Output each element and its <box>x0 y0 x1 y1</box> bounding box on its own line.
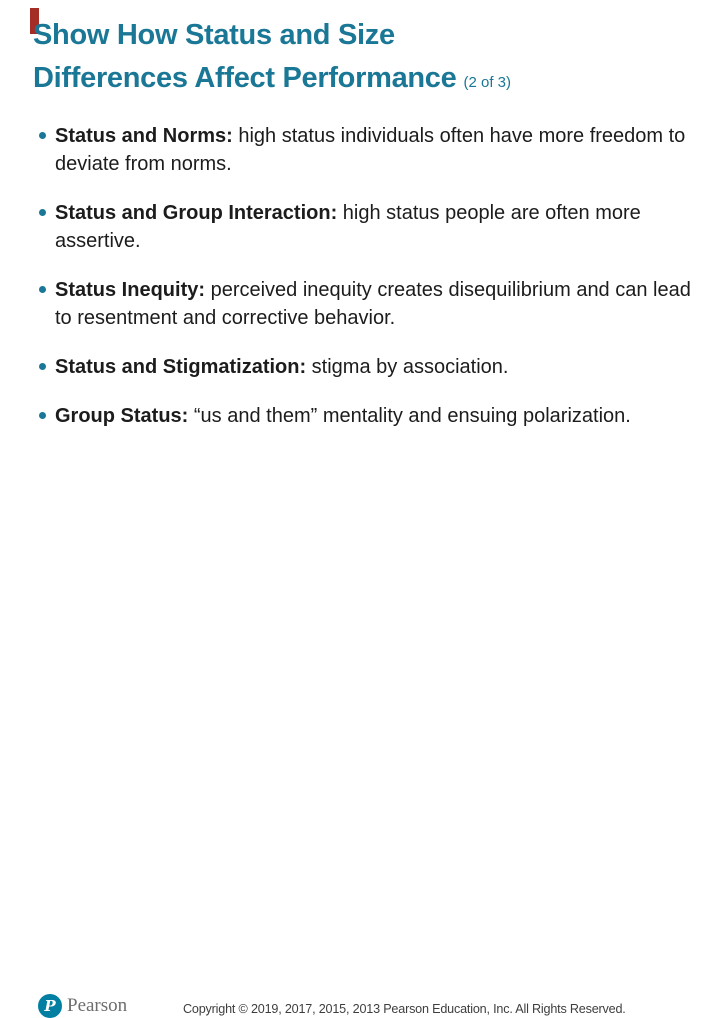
bullet-text: Status Inequity: perceived inequity crea… <box>55 279 691 329</box>
bullet-dot-icon <box>39 132 46 139</box>
slide-title-line1: Show How Status and Size <box>33 19 395 51</box>
bullet-list: Status and Norms: high status individual… <box>33 122 692 451</box>
red-accent-bar <box>30 8 39 34</box>
pearson-wordmark: Pearson <box>67 995 128 1016</box>
slide-title-line2: Differences Affect Performance (2 of 3) <box>33 62 511 94</box>
bullet-text: Group Status: “us and them” mentality an… <box>55 405 631 427</box>
bullet-item: Status and Norms: high status individual… <box>33 122 692 178</box>
bullet-dot-icon <box>39 209 46 216</box>
bullet-item: Status Inequity: perceived inequity crea… <box>33 276 692 332</box>
bullet-text: Status and Norms: high status individual… <box>55 125 686 175</box>
slide-footer: P Pearson Copyright © 2019, 2017, 2015, … <box>0 495 720 1018</box>
bullet-text: Status and Group Interaction: high statu… <box>55 202 641 252</box>
bullet-item: Status and Stigmatization: stigma by ass… <box>33 353 692 381</box>
pearson-logo: P Pearson <box>38 994 127 1018</box>
copyright-text: Copyright © 2019, 2017, 2015, 2013 Pears… <box>183 1001 626 1016</box>
bullet-item: Group Status: “us and them” mentality an… <box>33 402 692 430</box>
bullet-dot-icon <box>39 363 46 370</box>
bullet-dot-icon <box>39 412 46 419</box>
bullet-text: Status and Stigmatization: stigma by ass… <box>55 356 509 378</box>
bullet-dot-icon <box>39 286 46 293</box>
bullet-item: Status and Group Interaction: high statu… <box>33 199 692 255</box>
slide-number-suffix: (2 of 3) <box>463 74 511 91</box>
slide-title: Show How Status and Size Differences Aff… <box>33 14 700 104</box>
pearson-logo-icon: P <box>38 994 62 1018</box>
